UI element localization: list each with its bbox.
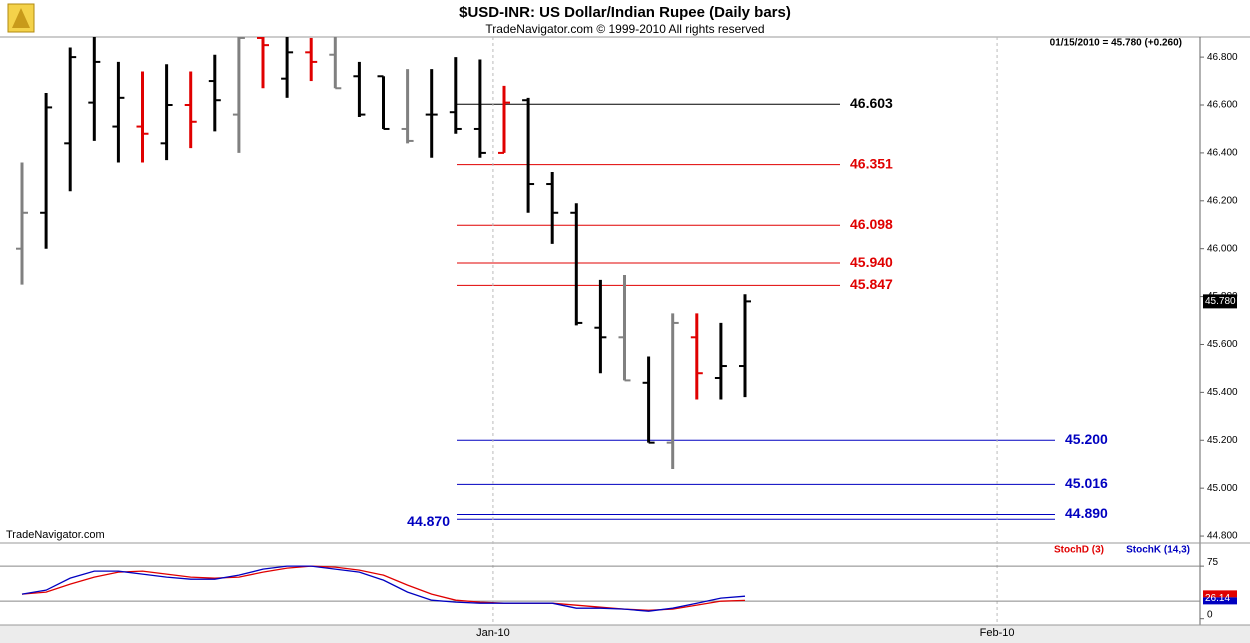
y-tick-label: 45.400 <box>1207 387 1238 398</box>
last-value-box <box>1203 590 1237 598</box>
logo <box>7 3 35 33</box>
subtitle: TradeNavigator.com © 1999-2010 All right… <box>485 22 764 36</box>
y-tick-label: 46.800 <box>1207 52 1238 63</box>
level-label: 46.351 <box>850 155 893 171</box>
watermark: TradeNavigator.com <box>6 529 105 541</box>
level-label: 45.200 <box>1065 431 1108 447</box>
y-tick-label: 75 <box>1207 557 1219 568</box>
level-label: 46.603 <box>850 95 893 111</box>
legend-entry: StochK (14,3) <box>1126 545 1190 556</box>
level-label: 45.847 <box>850 276 893 292</box>
level-label: 45.016 <box>1065 475 1108 491</box>
y-tick-label: 46.600 <box>1207 100 1238 111</box>
y-tick-label: 45.000 <box>1207 483 1238 494</box>
last-price-label: 45.780 <box>1205 296 1236 307</box>
level-label: 44.890 <box>1065 505 1108 521</box>
last-value-label: 26.14 <box>1205 593 1230 604</box>
chart-title: $USD-INR: US Dollar/Indian Rupee (Daily … <box>459 4 791 21</box>
info: 01/15/2010 = 45.780 (+0.260) <box>1050 38 1182 49</box>
stoch-line <box>21 565 746 612</box>
level-label: 46.098 <box>850 216 893 232</box>
y-tick-label: 46.000 <box>1207 243 1238 254</box>
x-tick-label: Feb-10 <box>980 627 1015 639</box>
y-tick-label: 46.400 <box>1207 148 1238 159</box>
price-pane <box>16 37 1055 520</box>
last-value-box <box>1203 597 1237 605</box>
x-axis-strip <box>0 625 1250 643</box>
y-tick-label: 45.600 <box>1207 339 1238 350</box>
last-price-box <box>1203 294 1237 309</box>
legend-entry: StochD (3) <box>1054 545 1104 556</box>
y-tick-label: 44.800 <box>1207 531 1238 542</box>
level-label: 45.940 <box>850 254 893 270</box>
y-tick-label: 46.200 <box>1207 195 1238 206</box>
y-tick-label: 45.200 <box>1207 435 1238 446</box>
x-tick-label: Jan-10 <box>476 627 510 639</box>
y-tick-label: 0 <box>1207 609 1213 620</box>
level-label: 44.870 <box>407 513 450 529</box>
